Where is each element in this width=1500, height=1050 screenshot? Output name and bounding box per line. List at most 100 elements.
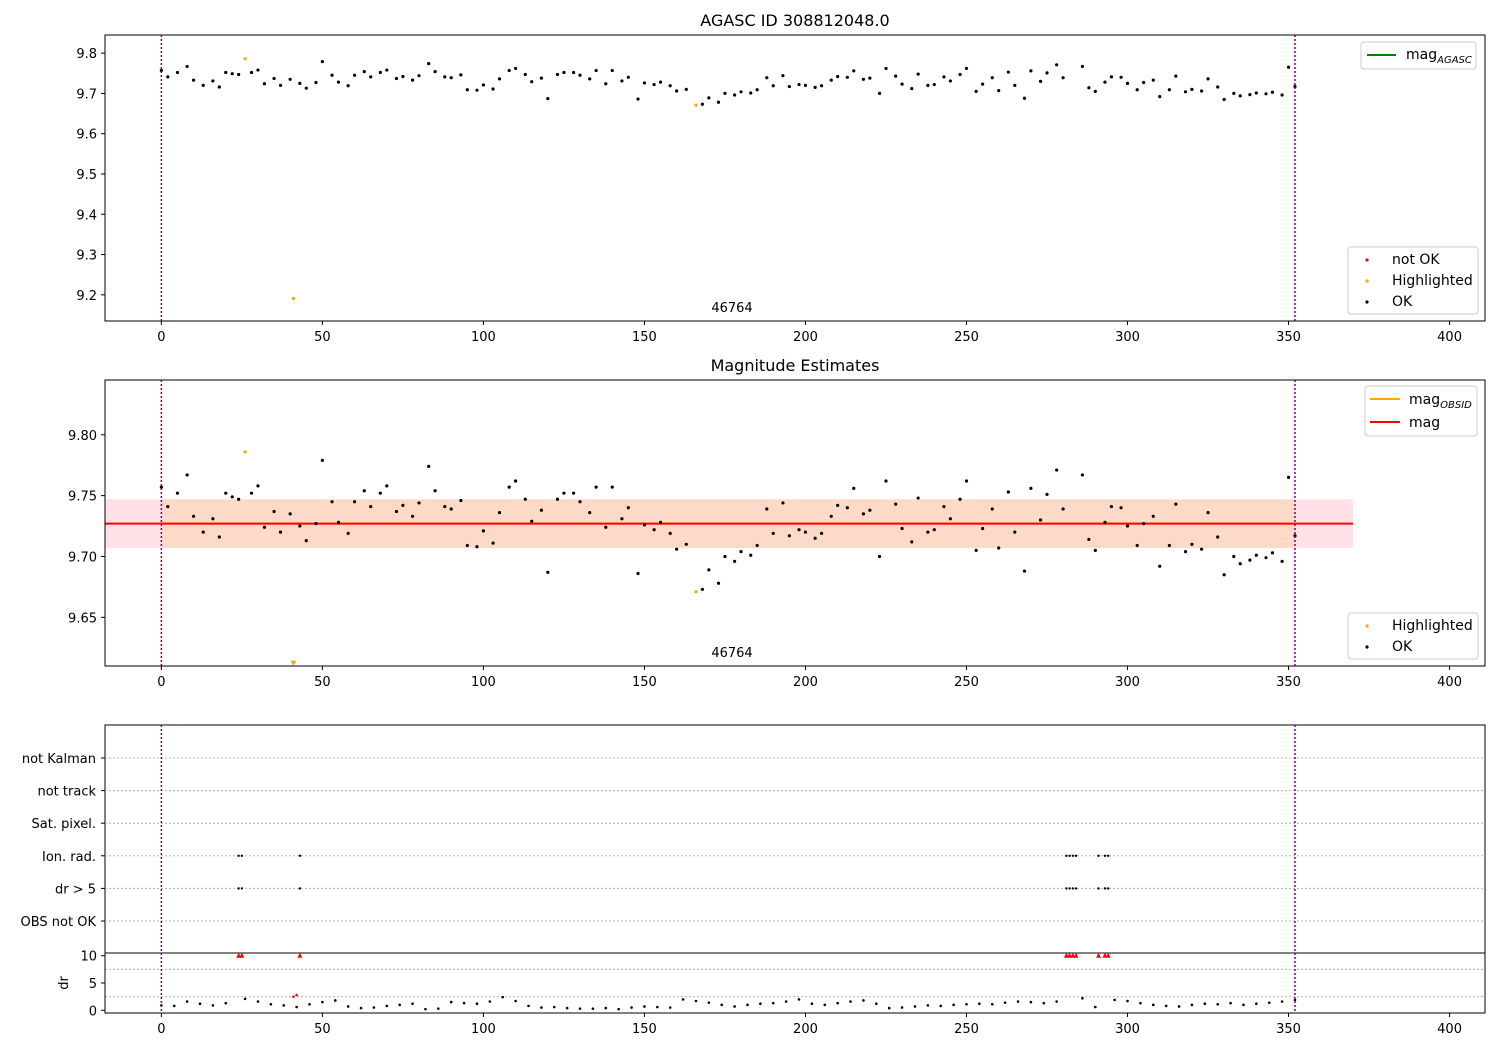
point-0-ok-53: [588, 77, 592, 81]
point-0-ok-97: [948, 79, 952, 83]
y-tick-label-0-2: 9.4: [76, 208, 97, 223]
point-3-dr-79: [1203, 1002, 1207, 1006]
point-3-dr-10-3: [1063, 952, 1069, 958]
point-3-dr-48: [784, 1000, 788, 1003]
point-1-ok-38: [465, 543, 469, 548]
point-0-ok-44: [514, 66, 518, 71]
point-0-ok-100: [974, 89, 978, 93]
point-0-ok-89: [884, 66, 888, 71]
point-1-ok-52: [578, 500, 582, 504]
legend-estimates-highlighted-marker: [1365, 624, 1369, 628]
legend-agasc-line: magAGASC: [1360, 41, 1477, 70]
point-3-dr-49: [797, 998, 801, 1001]
point-3-dr-80: [1216, 1002, 1219, 1006]
point-0-ok-86: [861, 77, 866, 81]
point-0-ok-18: [304, 86, 308, 90]
point-0-ok-119: [1135, 88, 1139, 92]
point-0-ok-103: [997, 88, 1001, 93]
flag-point-ion-rad--0: [237, 854, 240, 857]
point-1-ok-117: [1119, 506, 1123, 510]
point-1-ok-54: [594, 485, 598, 489]
point-1-ok-76: [781, 501, 785, 505]
point-3-dr-34: [604, 1006, 608, 1010]
point-0-ok-77: [787, 84, 791, 89]
point-0-ok-38: [465, 88, 469, 92]
point-0-ok-80: [813, 85, 817, 89]
point-1-ok-47: [539, 508, 543, 512]
point-1-ok-137: [1280, 559, 1284, 563]
legend-mag-obsid-label: magOBSID: [1409, 392, 1472, 411]
point-0-ok-132: [1238, 94, 1242, 98]
point-1-highlighted-1: [694, 590, 698, 594]
point-1-ok-103: [997, 546, 1001, 550]
point-0-ok-62: [658, 80, 663, 84]
point-1-ok-1: [166, 504, 170, 509]
point-1-ok-36: [449, 507, 453, 511]
point-3-dr-45: [746, 1003, 749, 1007]
point-3-dr-2: [185, 1000, 189, 1003]
point-0-ok-1: [166, 75, 170, 79]
point-3-dr-10-7: [1096, 952, 1102, 958]
point-1-ok-130: [1222, 573, 1226, 577]
point-3-dr-77: [1177, 1005, 1181, 1008]
point-3-dr-10-6: [1073, 952, 1079, 958]
point-1-ok-136: [1270, 551, 1275, 555]
point-1-ok-83: [836, 503, 840, 507]
flag-label-4: dr > 5: [55, 882, 96, 897]
point-0-ok-63: [668, 84, 672, 88]
point-3-dr-60: [939, 1004, 943, 1008]
point-3-dr-4: [211, 1004, 215, 1007]
point-1-ok-50: [562, 491, 566, 495]
point-1-highlighted-0: [243, 450, 247, 454]
point-0-ok-51: [571, 70, 576, 75]
point-1-ok-85: [852, 486, 856, 490]
panel-dr-ylabel: dr: [57, 976, 72, 990]
point-3-dr-18: [398, 1003, 401, 1007]
point-0-ok-60: [642, 81, 647, 85]
x-tick-label-3-250: 250: [954, 1022, 979, 1037]
point-1-ok-111: [1061, 507, 1065, 511]
point-1-ok-68: [716, 581, 721, 585]
point-1-ok-131: [1232, 554, 1236, 559]
point-1-ok-99: [964, 479, 969, 483]
point-0-ok-137: [1280, 93, 1284, 97]
point-0-ok-99: [964, 66, 969, 71]
point-0-ok-20: [320, 59, 324, 64]
point-0-ok-6: [211, 79, 215, 83]
point-1-ok-80: [813, 536, 817, 540]
point-0-ok-19: [314, 80, 318, 85]
point-1-ok-6: [211, 517, 215, 521]
x-tick-label-0-200: 200: [793, 330, 818, 345]
point-0-ok-135: [1264, 92, 1268, 96]
point-1-ok-73: [755, 543, 759, 548]
point-0-ok-31: [410, 78, 415, 82]
point-0-ok-66: [700, 102, 705, 106]
point-0-ok-0: [159, 68, 163, 73]
point-0-ok-91: [900, 82, 904, 86]
point-0-ok-139: [1293, 84, 1297, 89]
axes-frame-2: [104, 724, 1486, 954]
point-3-dr-10-5: [1070, 952, 1076, 958]
point-1-ok-25: [362, 489, 366, 493]
point-0-ok-131: [1232, 91, 1236, 96]
point-1-ok-121: [1151, 514, 1155, 518]
flag-point-dr-5-9: [1106, 887, 1110, 890]
point-3-dr-71: [1094, 1005, 1097, 1009]
point-1-ok-9: [230, 495, 234, 499]
point-0-highlighted-2: [694, 103, 698, 107]
point-1-ok-104: [1006, 490, 1010, 494]
legend-ok-label: OK: [1392, 294, 1413, 310]
point-1-ok-72: [749, 553, 753, 557]
legend-estimates-highlighted-label: Highlighted: [1392, 618, 1473, 634]
point-1-ok-37: [459, 498, 463, 503]
point-3-dr-high-1: [295, 993, 298, 997]
point-3-dr-73: [1126, 999, 1129, 1003]
point-0-ok-61: [652, 82, 656, 87]
point-1-ok-31: [410, 514, 415, 518]
point-3-dr-63: [978, 1002, 981, 1006]
point-3-dr-8: [269, 1002, 273, 1006]
point-1-ok-66: [700, 587, 705, 591]
point-3-dr-13: [333, 999, 337, 1002]
point-3-dr-44: [733, 1005, 736, 1008]
point-0-ok-116: [1109, 75, 1114, 79]
